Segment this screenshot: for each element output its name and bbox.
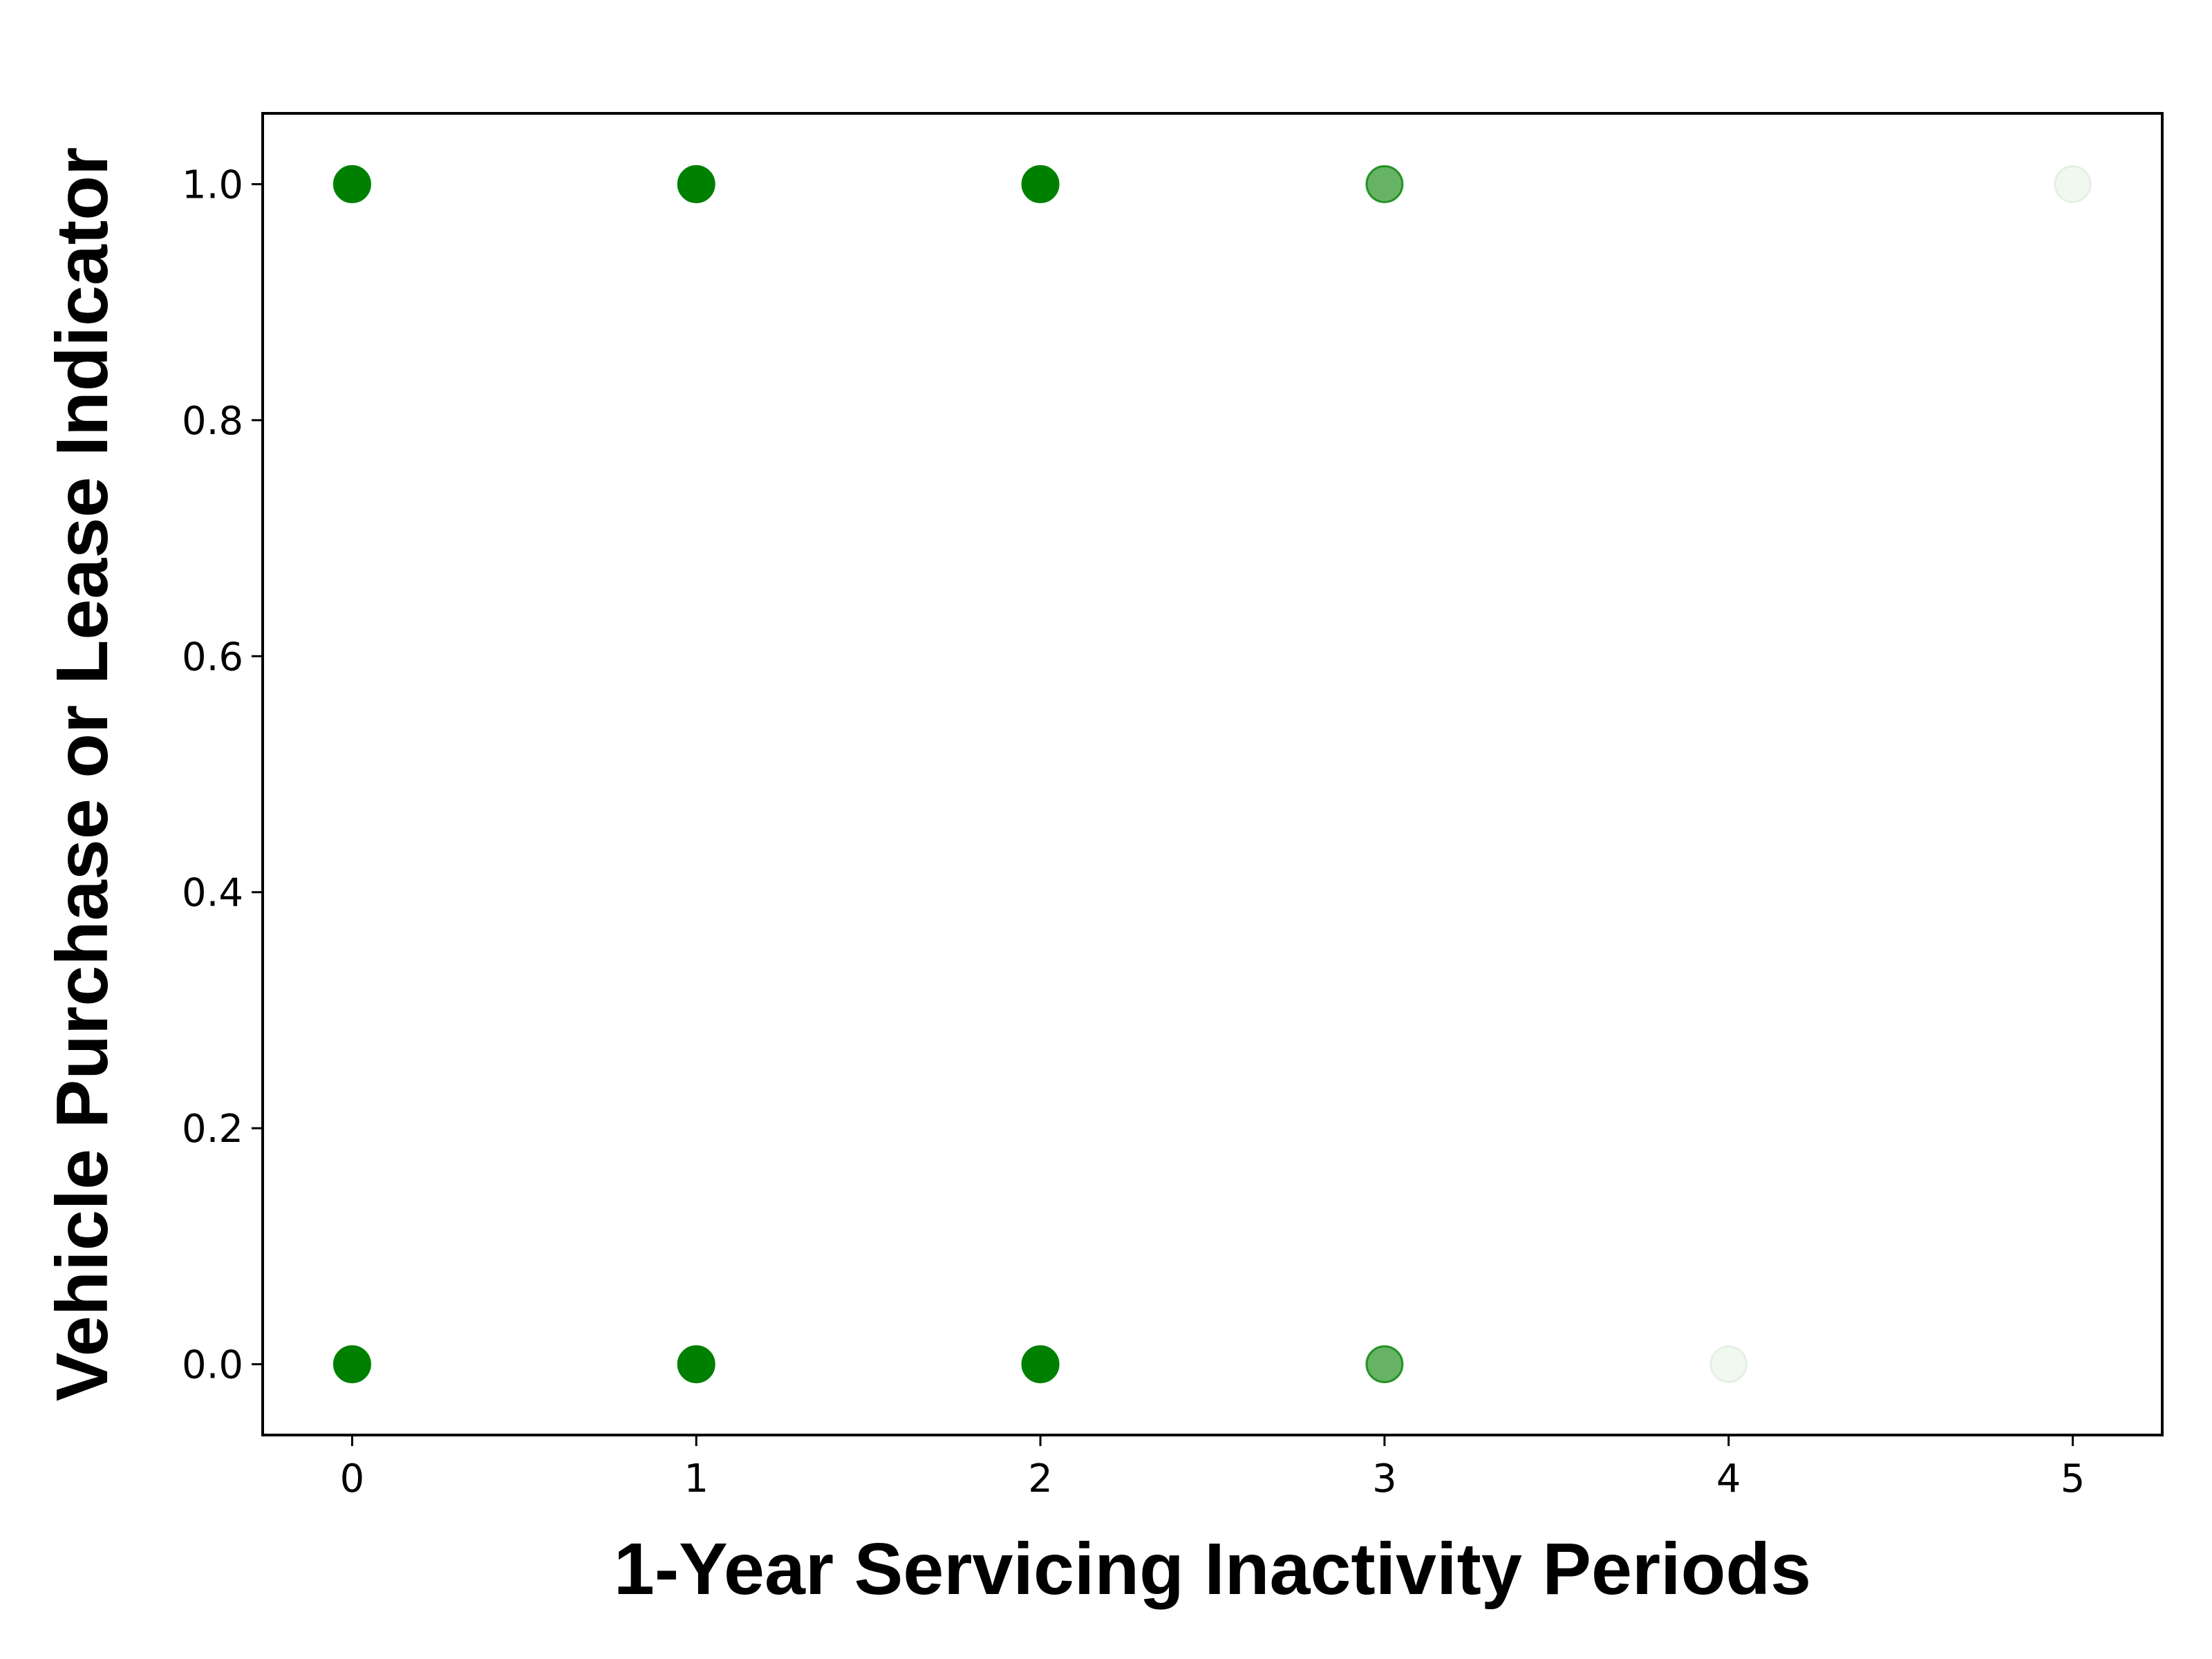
x-tick-label: 5 (2061, 1456, 2086, 1501)
x-tick-label: 2 (1028, 1456, 1053, 1501)
y-tick-label: 0.4 (182, 871, 243, 916)
data-point (1021, 1345, 1060, 1384)
x-tick-label: 0 (340, 1456, 365, 1501)
data-points (332, 165, 2092, 1384)
data-point (1021, 165, 1060, 203)
data-point (332, 1345, 371, 1384)
data-point (2054, 165, 2092, 203)
x-tick-label: 3 (1372, 1456, 1397, 1501)
y-axis-ticks: 0.0 0.2 0.4 0.6 0.8 1.0 (182, 162, 263, 1388)
plot-area-frame (261, 112, 2164, 1436)
y-tick-label: 0.2 (182, 1107, 243, 1152)
data-point (1365, 165, 1404, 203)
x-axis-ticks: 0 1 2 3 4 5 (340, 1435, 2086, 1501)
y-tick-label: 0.0 (182, 1343, 243, 1388)
x-tick-label: 1 (684, 1456, 709, 1501)
data-point (677, 165, 715, 203)
y-tick-label: 1.0 (182, 162, 243, 207)
y-tick-label: 0.6 (182, 635, 243, 679)
data-point (1709, 1345, 1748, 1384)
data-point (332, 165, 371, 203)
data-point (677, 1345, 715, 1384)
y-tick-label: 0.8 (182, 399, 243, 444)
data-point (1365, 1345, 1404, 1384)
y-axis-title: Vehicle Purchase or Lease Indicator (41, 147, 123, 1402)
x-tick-label: 4 (1716, 1456, 1741, 1501)
x-axis-title: 1-Year Servicing Inactivity Periods (614, 1528, 1811, 1610)
